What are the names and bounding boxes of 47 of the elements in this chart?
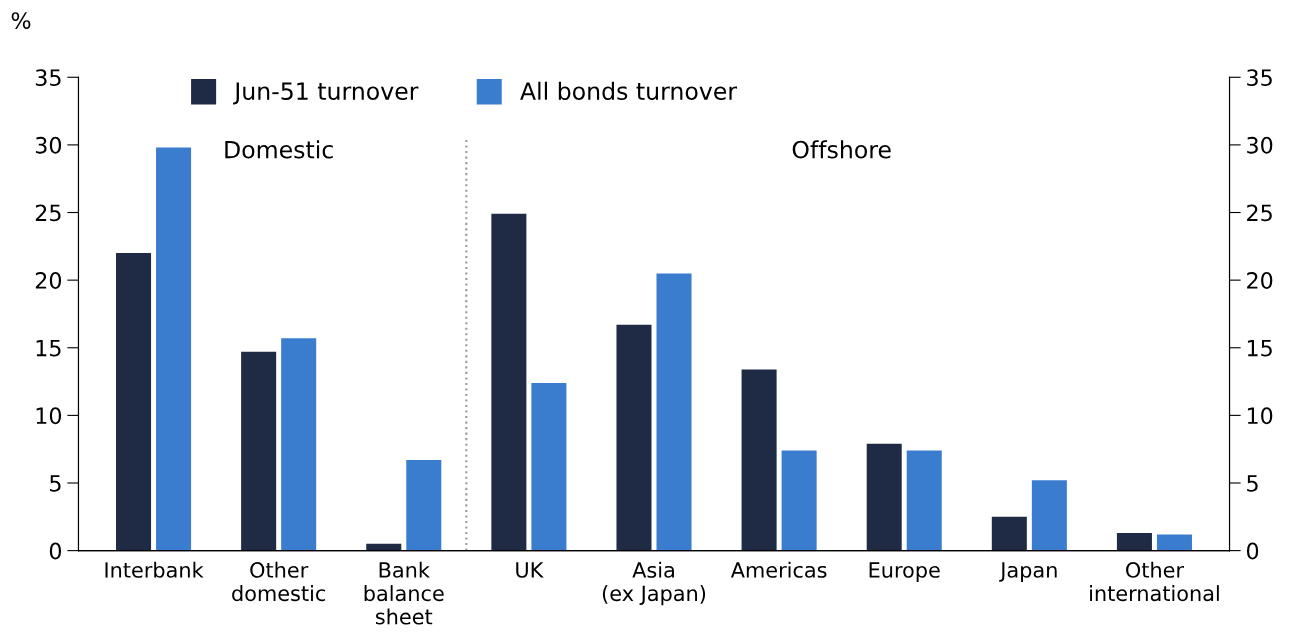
y-axis-title: % — [11, 12, 31, 29]
bar — [116, 253, 152, 551]
x-tick-label: Europe — [869, 562, 940, 582]
bar — [156, 147, 192, 551]
y2-tick-label: 15 — [1247, 340, 1272, 357]
bar — [1116, 533, 1152, 551]
y-tick-label: 0 — [49, 542, 62, 560]
y-tick-label: 10 — [36, 407, 62, 425]
bar — [1156, 534, 1192, 551]
bar — [866, 443, 902, 551]
x-tick-label: Other domestic — [232, 561, 326, 602]
x-tick-label: Interbank — [105, 561, 204, 578]
y-tick-label: 15 — [36, 340, 61, 357]
legend-label: All bonds turnover — [520, 81, 738, 100]
legend-label: Jun-51 turnover — [233, 82, 419, 105]
y-tick-label: 35 — [35, 69, 61, 87]
bar — [491, 213, 527, 551]
y-tick-label: 5 — [50, 475, 61, 492]
bar — [406, 460, 442, 551]
annotation: Domestic — [225, 140, 333, 159]
x-tick-label: Asia (ex Japan) — [602, 561, 706, 606]
y-tick-label: 25 — [35, 204, 61, 222]
x-tick-label: Japan — [999, 562, 1057, 582]
bar — [1031, 480, 1067, 551]
bar — [906, 450, 942, 551]
y2-tick-label: 0 — [1246, 542, 1259, 560]
y2-tick-label: 20 — [1247, 272, 1273, 289]
y2-tick-label: 30 — [1247, 136, 1273, 154]
bar — [991, 516, 1027, 551]
x-tick-label: UK — [516, 562, 544, 578]
bar — [656, 273, 692, 551]
y2-tick-label: 5 — [1247, 475, 1258, 492]
y-tick-label: 30 — [35, 136, 62, 154]
x-tick-label: Bank balance sheet — [364, 561, 444, 625]
y2-tick-label: 10 — [1247, 407, 1273, 425]
y-tick-label: 20 — [35, 272, 62, 289]
x-tick-label: Americas — [730, 561, 827, 578]
bar — [741, 369, 777, 551]
bar — [616, 324, 652, 551]
bar — [241, 351, 277, 551]
bar — [781, 450, 817, 551]
annotation: Offshore — [792, 140, 891, 159]
bar — [281, 338, 317, 551]
y2-tick-label: 25 — [1247, 204, 1272, 222]
y2-tick-label: 35 — [1247, 69, 1272, 87]
bar — [531, 382, 567, 551]
x-tick-label: Other international — [1090, 561, 1219, 602]
